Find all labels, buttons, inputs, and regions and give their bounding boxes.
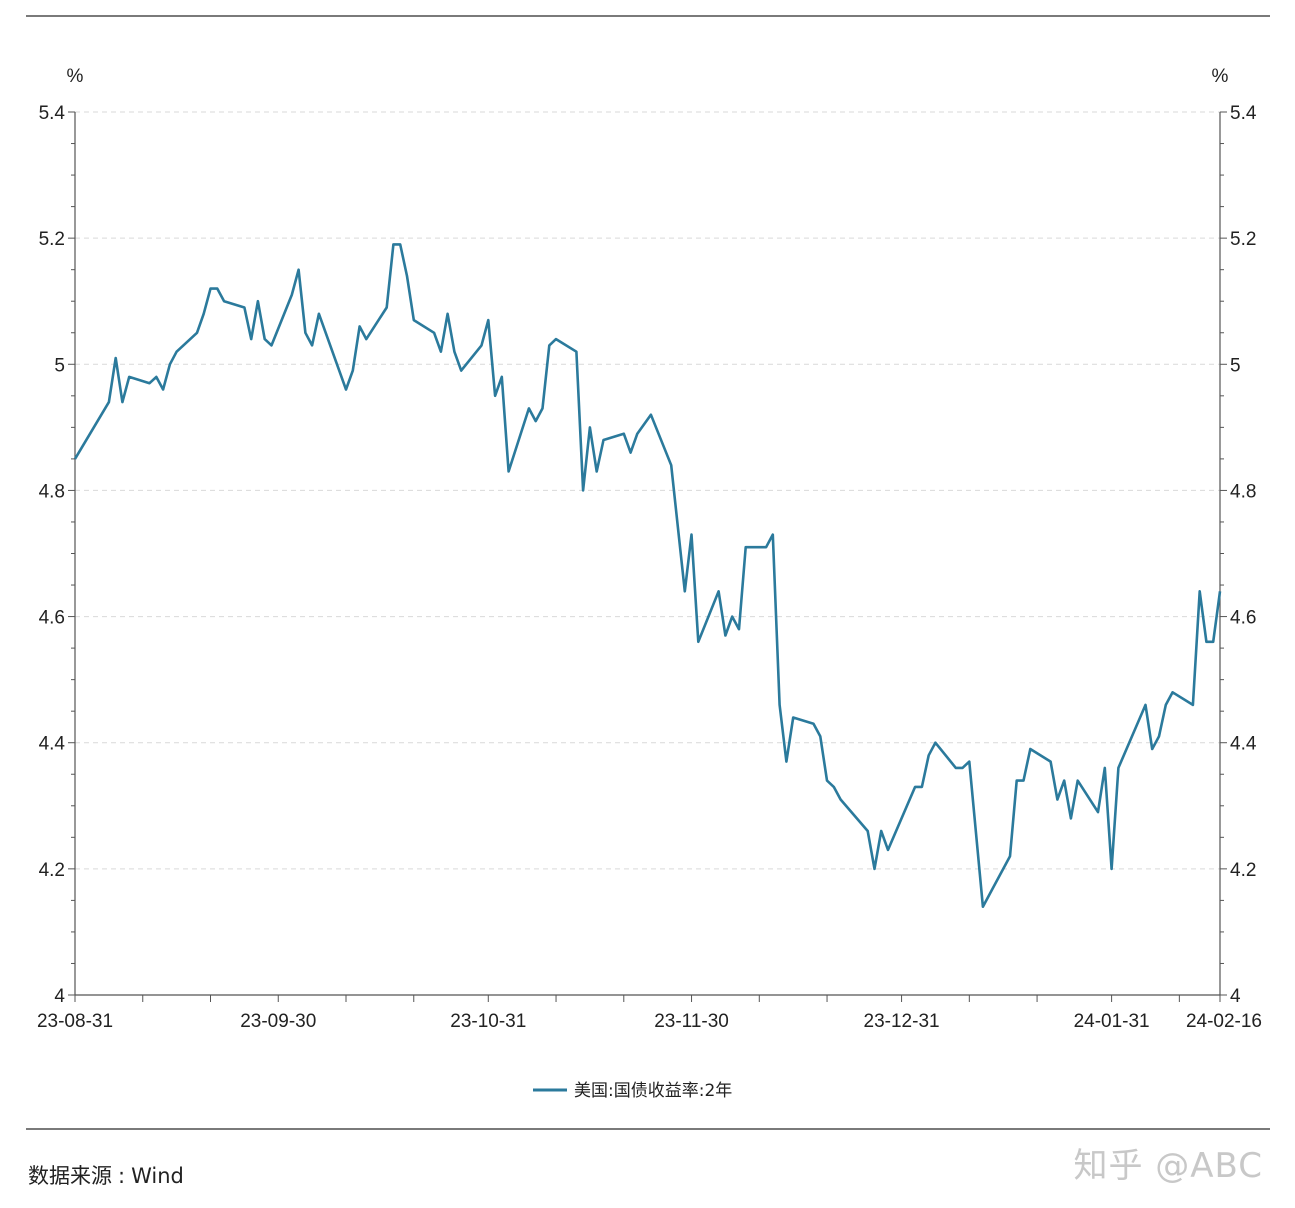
x-tick-label: 24-01-31 [1074, 1011, 1150, 1032]
x-tick-label: 23-08-31 [37, 1011, 113, 1032]
x-tick-label: 23-10-31 [450, 1011, 526, 1032]
y-tick-label-right: 5 [1230, 355, 1241, 376]
y-tick-label-right: 4.4 [1230, 734, 1257, 755]
y-tick-label-left: 4.6 [39, 608, 65, 629]
y-tick-label-left: 5 [54, 355, 65, 376]
y-tick-label-right: 4.2 [1230, 860, 1256, 881]
watermark: 知乎 @ABC [1073, 1146, 1263, 1186]
y-tick-label-left: 4.2 [39, 860, 65, 881]
series-line [73, 243, 1222, 908]
right-y-axis: % 4 4.2 4.4 4.6 4.8 5 5.2 5.4 [1212, 66, 1257, 1007]
y-tick-label-left: 4.4 [39, 734, 66, 755]
x-tick-label: 23-09-30 [240, 1011, 316, 1032]
axes [74, 112, 1221, 996]
y-tick-label-right: 4 [1230, 986, 1241, 1007]
y-tick-label-left: 5.4 [39, 103, 66, 124]
yield-line-chart: % 4 4.2 4.4 4.6 4.8 5 5.2 5.4 % 4 4.2 4.4 4.6 4.8 5 5.2… [37, 66, 1262, 1100]
right-unit-label: % [1212, 66, 1229, 87]
y-tick-label-left: 5.2 [39, 229, 65, 250]
left-y-axis: % 4 4.2 4.4 4.6 4.8 5 5.2 5.4 [39, 66, 84, 1007]
legend: 美国:国债收益率:2年 [533, 1081, 732, 1100]
y-tick-label-right: 5.2 [1230, 229, 1256, 250]
gridlines [75, 111, 1220, 870]
source-separator: : [118, 1164, 126, 1188]
y-tick-label-left: 4.8 [39, 481, 65, 502]
x-tick-label: 24-02-16 [1186, 1011, 1262, 1032]
left-unit-label: % [67, 66, 84, 87]
y-tick-label-left: 4 [54, 986, 65, 1007]
source-label: 数据来源 [28, 1164, 112, 1188]
x-tick-label: 23-11-30 [654, 1011, 729, 1032]
source-value: Wind [131, 1164, 184, 1188]
x-axis: 23-08-31 23-09-30 23-10-31 23-11-30 23-12-31… [37, 995, 1262, 1032]
bottom-rule [26, 1128, 1270, 1130]
top-rule [26, 15, 1270, 17]
series-layer [73, 243, 1222, 908]
legend-label: 美国:国债收益率:2年 [574, 1081, 732, 1100]
source-note: 数据来源: Wind [28, 1160, 184, 1190]
x-tick-label: 23-12-31 [864, 1011, 940, 1032]
y-tick-label-right: 4.6 [1230, 608, 1256, 629]
y-tick-label-right: 4.8 [1230, 481, 1256, 502]
y-tick-label-right: 5.4 [1230, 103, 1257, 124]
